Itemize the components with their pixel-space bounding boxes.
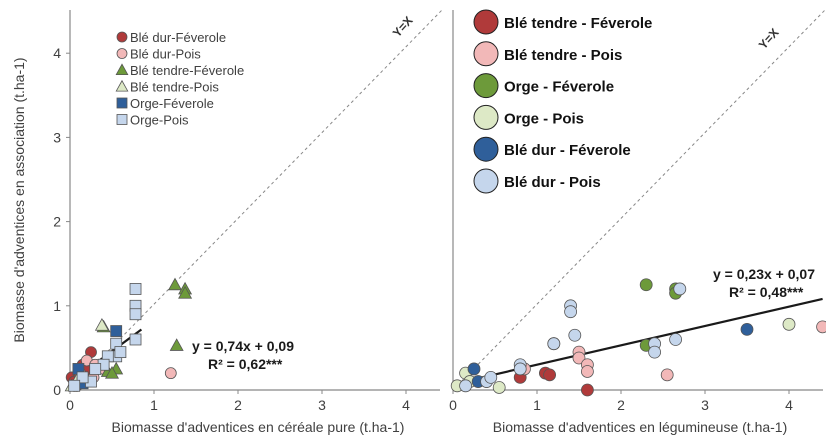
panel-right-x-ticks: 0 1 2 3 4 xyxy=(449,390,793,413)
point-ble-dur-pois xyxy=(484,370,498,384)
point-ble-dur-pois xyxy=(459,379,473,393)
panel-right-equation: y = 0,23x + 0,07 xyxy=(713,266,815,282)
legend-marker-orge-pois xyxy=(473,104,499,130)
legend-marker-ble-dur-pois xyxy=(473,168,499,194)
legend-label-ble-tendre-pois: Blé tendre - Pois xyxy=(504,47,622,64)
point-orge-pois xyxy=(68,379,81,392)
y-tick-label: 4 xyxy=(53,45,61,61)
panel-left-points xyxy=(64,277,193,392)
legend-label-ble-dur-pois: Blé dur - Pois xyxy=(504,174,601,191)
point-ble-tendre-feverole xyxy=(581,383,594,397)
legend-marker-orge-feverole xyxy=(116,97,128,109)
point-orge-pois xyxy=(129,283,142,295)
panel-right-identity-line xyxy=(452,9,826,391)
x-tick-label: 0 xyxy=(449,397,457,413)
point-orge-pois xyxy=(114,346,127,359)
panel-left-x-axis-label: Biomasse d'adventices en céréale pure (t… xyxy=(112,419,405,435)
legend-marker-ble-tendre-feverole xyxy=(115,63,129,75)
legend-label-ble-tendre-feverole: Blé tendre - Féverole xyxy=(504,15,652,32)
panel-right-x-axis-label: Biomasse d'adventices en légumineuse (t.… xyxy=(493,419,788,435)
point-ble-tendre-pois xyxy=(660,368,674,382)
x-tick-label: 2 xyxy=(234,397,242,413)
panel-right-r-squared: R² = 0,48*** xyxy=(729,284,804,300)
legend-marker-ble-tendre-feverole xyxy=(473,9,499,35)
point-ble-dur-pois xyxy=(547,337,561,351)
point-orge-feverole xyxy=(110,325,123,337)
x-tick-label: 4 xyxy=(785,397,793,413)
panel-left-identity-label: Y=X xyxy=(390,14,416,40)
legend-marker-ble-dur-feverole xyxy=(473,136,499,162)
y-tick-label: 2 xyxy=(53,214,61,230)
panel-right-legend: Blé tendre - Féverole Blé tendre - Pois Or… xyxy=(473,9,652,194)
x-tick-label: 2 xyxy=(617,397,625,413)
panel-right-points xyxy=(450,278,826,397)
point-ble-tendre-feverole xyxy=(104,366,120,379)
point-ble-dur-pois xyxy=(513,362,527,376)
point-ble-dur-pois xyxy=(164,367,177,380)
point-orge-pois xyxy=(76,371,89,384)
legend-label-ble-tendre-pois: Blé tendre-Pois xyxy=(130,80,219,95)
legend-label-ble-dur-feverole: Blé dur - Féverole xyxy=(504,142,631,159)
point-ble-tendre-pois xyxy=(816,320,826,334)
point-ble-dur-pois xyxy=(669,333,682,346)
point-orge-pois xyxy=(129,333,142,346)
panel-left-equation: y = 0,74x + 0,09 xyxy=(192,338,294,354)
y-tick-label: 3 xyxy=(53,129,61,145)
point-ble-tendre-pois xyxy=(581,365,594,378)
point-ble-tendre-feverole xyxy=(167,277,183,291)
point-ble-tendre-feverole xyxy=(178,286,193,299)
legend-label-ble-tendre-feverole: Blé tendre-Féverole xyxy=(130,63,244,78)
panel-right-regression-line xyxy=(452,297,823,386)
point-orge-pois xyxy=(782,317,796,331)
point-ble-tendre-pois xyxy=(572,351,586,365)
legend-label-ble-dur-feverole: Blé dur-Féverole xyxy=(130,30,226,45)
x-tick-label: 1 xyxy=(533,397,541,413)
x-tick-label: 3 xyxy=(318,397,326,413)
point-ble-dur-feverole xyxy=(467,362,481,376)
panel-left: Y=X 0 1 2 3 4 0 1 2 3 4 y = 0,74x + 0,09 R² = 0,… xyxy=(11,9,443,435)
point-ble-dur-pois xyxy=(648,345,661,359)
panel-left-identity-line xyxy=(69,9,443,391)
legend-marker-orge-pois xyxy=(116,114,128,125)
panel-right-identity-label: Y=X xyxy=(756,26,782,52)
x-tick-label: 0 xyxy=(66,397,74,413)
x-tick-label: 3 xyxy=(701,397,709,413)
point-ble-dur-feverole xyxy=(740,322,754,336)
point-orge-pois xyxy=(129,308,142,321)
point-orge-pois xyxy=(89,363,102,375)
legend-label-orge-feverole: Orge-Féverole xyxy=(130,96,214,111)
panel-left-x-ticks: 0 1 2 3 4 xyxy=(66,390,410,413)
point-ble-tendre-feverole xyxy=(543,368,556,382)
x-tick-label: 4 xyxy=(402,397,410,413)
legend-marker-orge-feverole xyxy=(473,73,499,99)
legend-label-ble-dur-pois: Blé dur-Pois xyxy=(130,47,201,62)
legend-label-orge-pois: Orge-Pois xyxy=(130,113,189,128)
y-tick-label: 0 xyxy=(53,382,61,398)
point-ble-dur-pois xyxy=(564,305,577,319)
y-tick-label: 1 xyxy=(53,298,61,314)
point-ble-dur-pois xyxy=(568,328,582,342)
point-orge-feverole xyxy=(639,278,653,292)
legend-label-orge-feverole: Orge - Féverole xyxy=(504,79,614,96)
panel-left-r-squared: R² = 0,62*** xyxy=(208,356,283,372)
y-axis-label: Biomasse d'adventices en association (t.… xyxy=(11,57,27,342)
legend-marker-ble-dur-feverole xyxy=(116,31,128,43)
legend-label-orge-pois: Orge - Pois xyxy=(504,110,584,127)
legend-marker-ble-tendre-pois xyxy=(473,41,499,67)
legend-marker-ble-tendre-pois xyxy=(115,79,129,92)
panel-left-y-ticks: 0 1 2 3 4 xyxy=(53,45,70,398)
point-ble-dur-pois xyxy=(673,282,687,296)
legend-marker-ble-dur-pois xyxy=(116,48,128,59)
point-ble-tendre-feverole xyxy=(169,338,184,351)
x-tick-label: 1 xyxy=(150,397,158,413)
point-orge-pois xyxy=(492,381,506,394)
point-ble-tendre-pois xyxy=(94,318,109,331)
